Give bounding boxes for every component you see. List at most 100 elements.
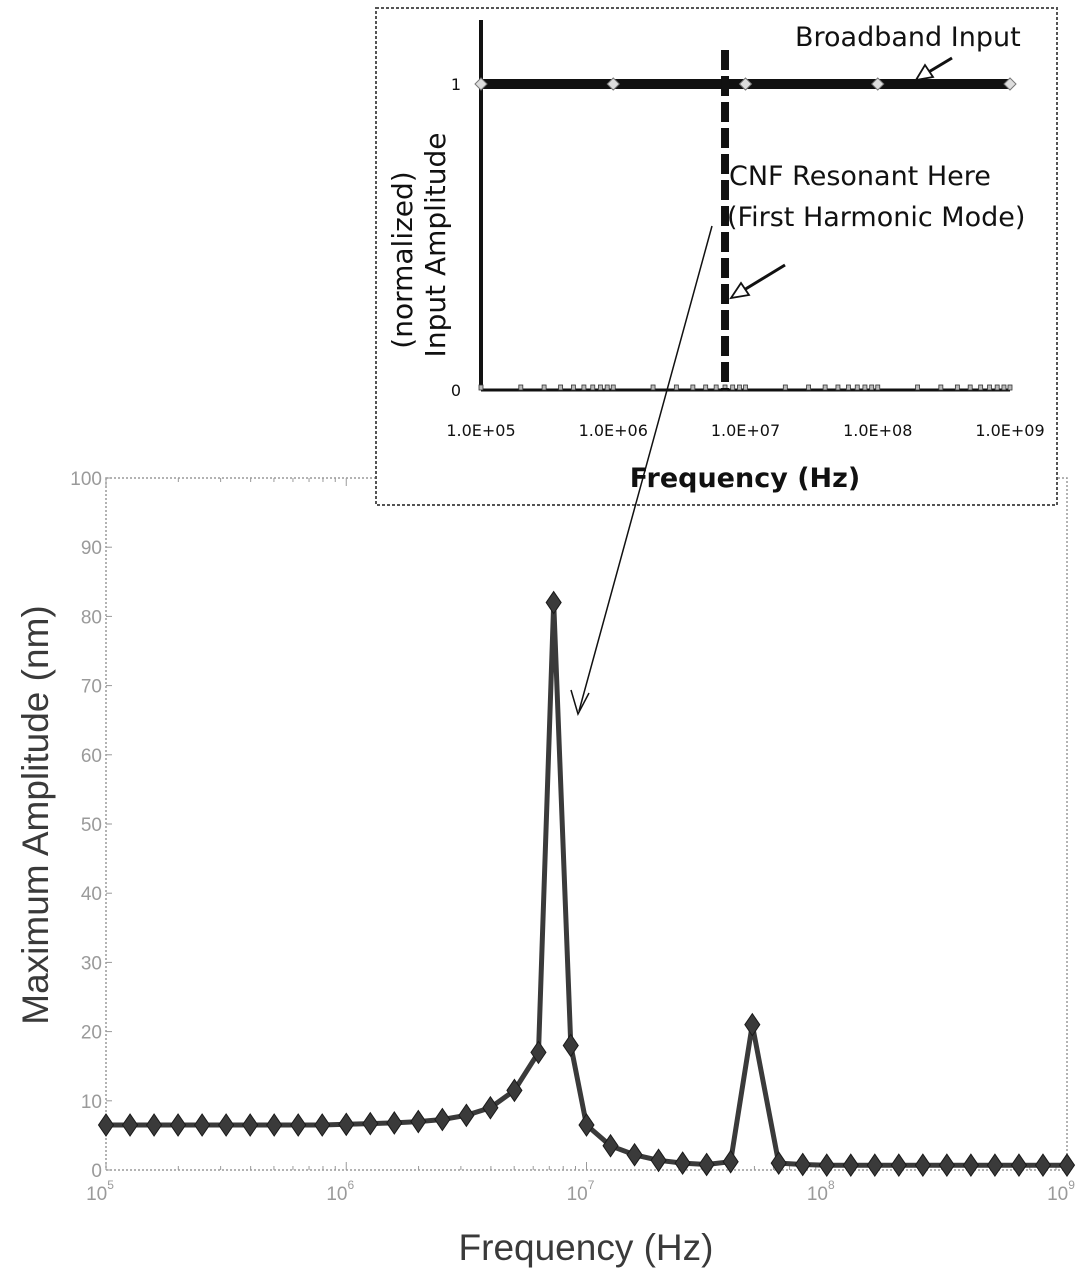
inset-baseline-marker xyxy=(863,385,867,390)
main-data-point xyxy=(745,1014,760,1036)
main-y-tick-label: 80 xyxy=(81,607,102,628)
main-x-tick-exponent: 9 xyxy=(1068,1178,1075,1192)
main-data-point xyxy=(243,1114,258,1136)
inset-y-axis-label-line2: Input Amplitude xyxy=(419,133,452,358)
main-data-point xyxy=(627,1144,642,1166)
inset-baseline-marker xyxy=(979,385,983,390)
main-y-tick-label: 0 xyxy=(91,1161,102,1182)
main-y-tick-label: 40 xyxy=(81,884,102,905)
main-data-point xyxy=(891,1154,906,1176)
inset-baseline-marker xyxy=(598,385,602,390)
main-x-tick-exponent: 8 xyxy=(828,1178,835,1192)
inset-baseline-marker xyxy=(651,385,655,390)
main-plot-frame xyxy=(106,478,1067,1170)
inset-x-axis-label: Frequency (Hz) xyxy=(630,463,860,494)
inset-baseline-marker xyxy=(479,385,483,390)
main-data-point xyxy=(939,1154,954,1176)
inset-baseline-marker xyxy=(691,385,695,390)
main-x-tick-label: 107 xyxy=(567,1178,595,1205)
main-chart: 0102030405060708090100 105 106 107 108 109 M… xyxy=(15,469,1075,1268)
main-data-point xyxy=(99,1114,114,1136)
main-data-point xyxy=(411,1111,426,1133)
cnf-resonant-annotation: CNF Resonant Here xyxy=(729,161,991,192)
main-data-point xyxy=(339,1113,354,1135)
inset-baseline-marker xyxy=(783,385,787,390)
main-y-axis-label: Maximum Amplitude (nm) xyxy=(15,605,56,1024)
inset-baseline-marker xyxy=(870,385,874,390)
inset-y-tick-label: 1 xyxy=(451,75,461,94)
inset-chart: 0 1 1.0E+05 1.0E+06 1.0E+07 1.0E+08 1.0E+09 (… xyxy=(376,8,1057,505)
inset-baseline-marker xyxy=(674,385,678,390)
main-x-tick-exponent: 5 xyxy=(107,1178,114,1192)
inset-baseline-marker xyxy=(807,385,811,390)
main-x-tick-label: 108 xyxy=(807,1178,835,1205)
broadband-input-annotation: Broadband Input xyxy=(795,22,1021,53)
main-data-point xyxy=(1060,1154,1075,1176)
inset-baseline-marker xyxy=(995,385,999,390)
inset-baseline-marker xyxy=(855,385,859,390)
inset-x-tick-label: 1.0E+06 xyxy=(579,421,648,440)
main-data-point xyxy=(267,1114,282,1136)
inset-baseline-marker xyxy=(542,385,546,390)
inset-baseline-marker xyxy=(955,385,959,390)
main-series-markers xyxy=(99,592,1075,1177)
main-series-line xyxy=(106,603,1067,1166)
main-data-point xyxy=(195,1114,210,1136)
inset-baseline-marker xyxy=(968,385,972,390)
inset-baseline-marker xyxy=(836,385,840,390)
main-data-point xyxy=(483,1097,498,1119)
inset-x-tick-label: 1.0E+07 xyxy=(711,421,780,440)
main-x-tick-label: 109 xyxy=(1047,1178,1075,1205)
inset-baseline-marker xyxy=(1002,385,1006,390)
main-x-tick-exponent: 6 xyxy=(347,1178,354,1192)
main-y-tick-label: 90 xyxy=(81,538,102,559)
main-data-point xyxy=(171,1114,186,1136)
main-data-point xyxy=(651,1149,666,1171)
inset-baseline-marker xyxy=(571,385,575,390)
inset-baseline-marker xyxy=(823,385,827,390)
main-y-tick-label: 100 xyxy=(70,469,102,490)
main-data-point xyxy=(459,1104,474,1126)
main-y-tick-label: 10 xyxy=(81,1092,102,1113)
main-data-point xyxy=(1011,1154,1026,1176)
main-y-tick-label: 30 xyxy=(81,953,102,974)
inset-baseline-marker xyxy=(605,385,609,390)
inset-baseline-marker xyxy=(559,385,563,390)
main-y-tick-label: 70 xyxy=(81,677,102,698)
inset-baseline-marker xyxy=(988,385,992,390)
inset-baseline-marker xyxy=(876,385,880,390)
main-x-tick-exponent: 7 xyxy=(588,1178,595,1192)
main-data-point xyxy=(363,1113,378,1135)
inset-baseline-marker xyxy=(737,385,741,390)
inset-x-tick-label: 1.0E+09 xyxy=(975,421,1044,440)
main-data-point xyxy=(123,1114,138,1136)
main-data-point xyxy=(843,1154,858,1176)
main-y-tick-label: 60 xyxy=(81,746,102,767)
main-data-point xyxy=(963,1154,978,1176)
main-data-point xyxy=(915,1154,930,1176)
main-data-point xyxy=(867,1154,882,1176)
inset-x-tick-label: 1.0E+08 xyxy=(843,421,912,440)
inset-baseline-marker xyxy=(582,385,586,390)
main-data-point xyxy=(387,1112,402,1134)
main-data-point xyxy=(675,1152,690,1174)
main-data-point xyxy=(1035,1154,1050,1176)
inset-baseline-marker xyxy=(731,385,735,390)
main-data-point xyxy=(771,1152,786,1174)
inset-baseline-marker xyxy=(519,385,523,390)
inset-baseline-marker xyxy=(744,385,748,390)
main-x-tick-label: 105 xyxy=(86,1178,114,1205)
main-y-tick-label: 20 xyxy=(81,1023,102,1044)
inset-baseline-marker xyxy=(714,385,718,390)
main-data-point xyxy=(819,1154,834,1176)
inset-baseline-marker xyxy=(611,385,615,390)
inset-x-tick-label: 1.0E+05 xyxy=(446,421,515,440)
main-data-point xyxy=(291,1114,306,1136)
inset-y-tick-label: 0 xyxy=(451,381,461,400)
main-x-axis-label: Frequency (Hz) xyxy=(459,1227,714,1268)
inset-baseline-marker xyxy=(591,385,595,390)
main-data-point xyxy=(563,1034,578,1056)
inset-baseline-marker xyxy=(939,385,943,390)
inset-y-axis-label-line1: (normalized) xyxy=(386,171,419,348)
main-y-tick-label: 50 xyxy=(81,815,102,836)
